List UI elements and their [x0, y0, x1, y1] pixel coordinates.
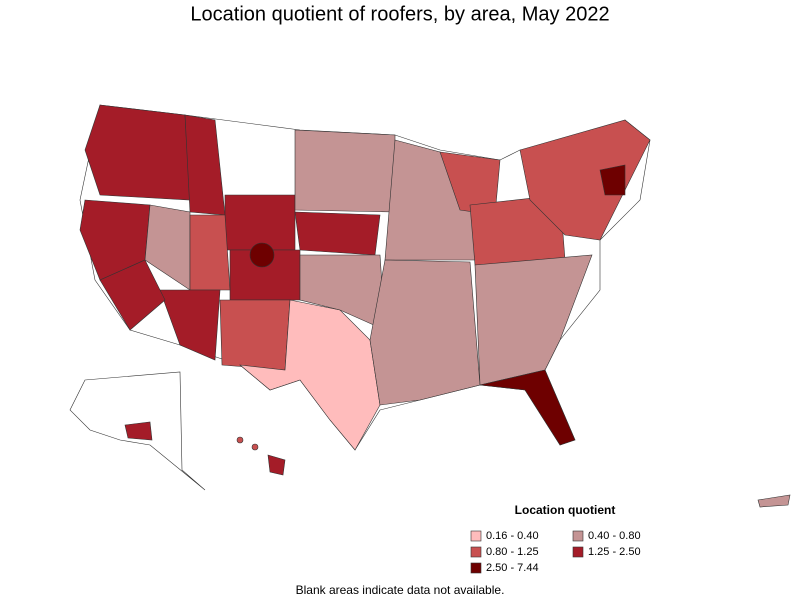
map	[69, 104, 791, 508]
region	[224, 194, 296, 251]
region	[159, 289, 221, 361]
region	[294, 211, 381, 256]
region	[189, 214, 231, 291]
title: Location quotient of roofers, by area, M…	[190, 3, 609, 25]
legend-label: 1.25 - 2.50	[588, 546, 641, 558]
region	[369, 259, 481, 406]
footnote: Blank areas indicate data not available.	[296, 583, 505, 597]
legend-title: Location quotient	[515, 503, 616, 517]
region	[479, 369, 576, 446]
region	[299, 254, 386, 331]
legend-swatch	[572, 530, 584, 542]
region	[251, 443, 259, 451]
region	[474, 254, 593, 386]
legend-swatch	[470, 562, 482, 574]
region	[519, 119, 651, 241]
region	[599, 164, 626, 196]
legend-label: 2.50 - 7.44	[486, 562, 539, 574]
region	[84, 104, 191, 201]
region	[249, 242, 275, 268]
legend-label: 0.16 - 0.40	[486, 530, 539, 542]
region	[294, 129, 396, 213]
region	[219, 299, 291, 371]
legend-label: 0.80 - 1.25	[486, 546, 539, 558]
region	[757, 494, 791, 508]
legend-swatch	[470, 546, 482, 558]
region	[124, 421, 153, 441]
region	[267, 454, 286, 476]
legend-label: 0.40 - 0.80	[588, 530, 641, 542]
legend-swatch	[470, 530, 482, 542]
legend: Location quotient 0.16 - 0.40 0.40 - 0.80…	[470, 503, 641, 574]
region	[239, 299, 381, 451]
region	[99, 259, 166, 331]
region	[236, 436, 244, 444]
legend-swatch	[572, 546, 584, 558]
